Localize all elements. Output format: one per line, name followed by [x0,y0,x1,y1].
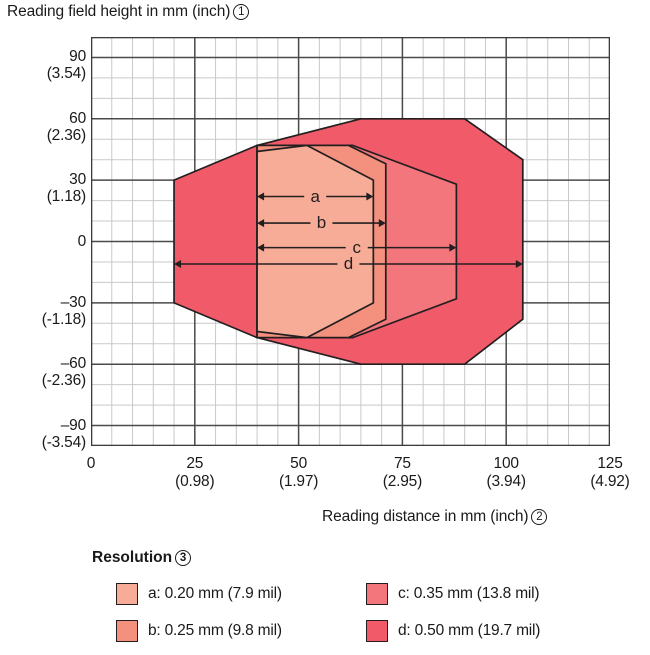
y-tick-label: 30 (1.18) [0,171,86,205]
dimension-arrow-d-head-right [515,259,523,268]
dimension-arrow-a-head-right [366,192,374,201]
y-tick-label: 90 (3.54) [0,48,86,82]
dimension-arrow-c-head-right [449,243,457,252]
legend-label-d: d: 0.50 mm (19.7 mil) [398,622,541,639]
x-tick-label: 0 [46,455,136,473]
dimension-label-d: d [343,253,354,273]
dimension-arrows [174,192,523,268]
dimension-label-a: a [310,186,320,206]
legend-swatch-c [366,583,388,605]
y-tick-mm: –90 [60,416,86,434]
dimension-arrow-b-head-left [257,219,265,228]
x-axis-title: Reading distance in mm (inch) 2 [322,508,548,526]
x-tick-inch: (1.97) [278,473,319,490]
legend-title: Resolution 3 [92,549,192,567]
y-tick-mm: –60 [60,355,86,373]
reference-marker-2: 2 [531,509,548,525]
series-polygon-a [256,144,375,339]
reference-marker-3: 3 [175,550,192,566]
x-tick-inch: (2.95) [382,473,423,490]
x-tick-inch: (4.92) [590,473,630,490]
y-tick-mm: 60 [69,109,86,127]
y-tick-inch: (3.54) [46,65,86,83]
y-tick-mm: 0 [77,232,87,250]
x-tick-label: 50 (1.97) [254,455,344,491]
x-tick-label: 25 (0.98) [150,455,240,491]
x-tick-mm: 125 [597,455,623,472]
y-tick-mm: 90 [69,48,86,66]
legend-label-a: a: 0.20 mm (7.9 mil) [148,585,282,602]
dimension-arrow-b-head-right [378,219,386,228]
legend-item-d: d: 0.50 mm (19.7 mil) [366,620,540,642]
dimension-label-b: b [316,213,327,233]
legend-swatch-d [366,620,388,642]
legend-swatch-a [116,583,138,605]
y-tick-inch: (-3.54) [41,433,86,451]
dimension-arrow-d-head-left [174,259,182,268]
x-tick-mm: 25 [186,455,204,472]
y-axis-tick-labels: 90 (3.54) 60 (2.36) 30 (1.18) 0 –30 (-1.18) –60 (-… [0,0,86,460]
x-tick-label: 125 (4.92) [565,455,650,491]
y-tick-inch: (1.18) [46,188,86,206]
y-tick-inch: (-1.18) [41,310,86,328]
legend-title-text: Resolution [92,549,173,566]
series-polygons [173,117,524,366]
y-tick-mm: 30 [69,171,86,189]
x-tick-mm: 50 [290,455,308,472]
dimension-arrow-a-head-left [257,192,265,201]
x-tick-mm: 0 [86,455,96,472]
reference-marker-1: 1 [233,4,250,20]
dimension-label-c: c [352,237,361,257]
x-tick-mm: 75 [393,455,411,472]
x-tick-mm: 100 [493,455,519,472]
y-axis-title-text: Reading field height in mm (inch) [7,3,231,20]
y-tick-inch: (-2.36) [41,372,86,390]
y-tick-label: –30 (-1.18) [0,294,86,328]
x-axis-title-text: Reading distance in mm (inch) [322,508,529,525]
x-tick-label: 100 (3.94) [461,455,551,491]
x-tick-label: 75 (2.95) [357,455,447,491]
chart-svg [90,36,611,447]
legend-label-c: c: 0.35 mm (13.8 mil) [398,585,540,602]
legend-item-a: a: 0.20 mm (7.9 mil) [116,583,282,605]
y-tick-label: –90 (-3.54) [0,417,86,451]
legend-swatch-b [116,620,138,642]
y-axis-title: Reading field height in mm (inch) 1 [7,3,250,21]
dimension-arrow-c-head-left [257,243,265,252]
y-tick-mm: –30 [60,293,86,311]
legend-item-b: b: 0.25 mm (9.8 mil) [116,620,282,642]
legend-label-b: b: 0.25 mm (9.8 mil) [148,622,282,639]
plot-border [90,36,611,447]
x-tick-inch: (0.98) [175,473,215,490]
legend-item-c: c: 0.35 mm (13.8 mil) [366,583,540,605]
y-tick-label: –60 (-2.36) [0,355,86,389]
y-tick-label: 60 (2.36) [0,110,86,144]
x-tick-inch: (3.94) [486,473,526,490]
y-tick-inch: (2.36) [46,126,86,144]
y-tick-label: 0 [0,232,87,250]
